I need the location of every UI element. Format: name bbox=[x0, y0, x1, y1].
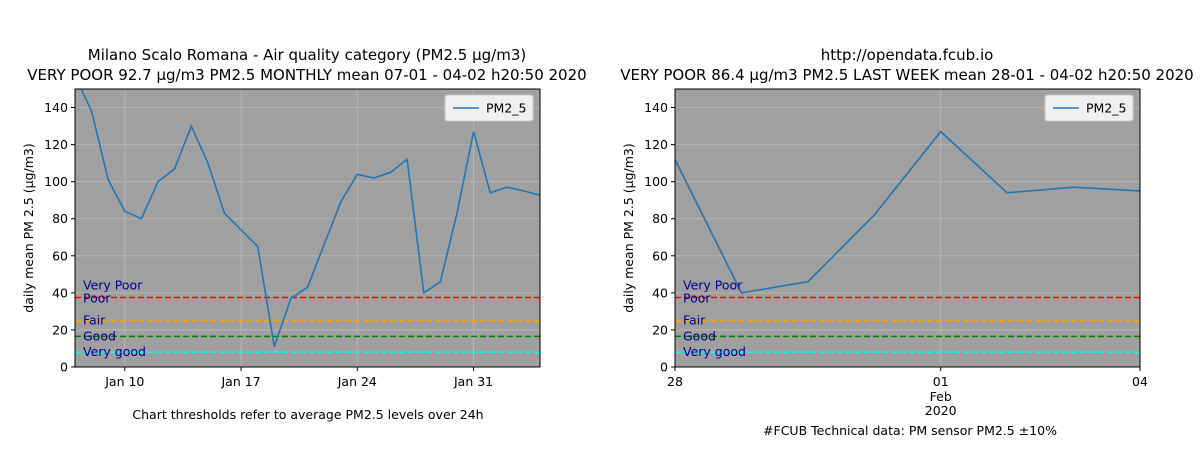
y-tick-label: 0 bbox=[660, 360, 668, 375]
chart-subtitle: VERY POOR 86.4 µg/m3 PM2.5 LAST WEEK mea… bbox=[620, 66, 1193, 84]
threshold-label: Good bbox=[83, 328, 116, 343]
y-tick-label: 120 bbox=[44, 137, 68, 152]
y-tick-label: 40 bbox=[652, 285, 668, 300]
chart-title: http://opendata.fcub.io bbox=[821, 46, 994, 64]
threshold-label: Good bbox=[683, 328, 716, 343]
y-tick-label: 100 bbox=[44, 174, 68, 189]
y-axis-label: daily mean PM 2.5 (µg/m3) bbox=[21, 143, 36, 312]
y-tick-label: 120 bbox=[644, 137, 668, 152]
threshold-label: Very Poor bbox=[683, 277, 743, 292]
plot-area-1 bbox=[675, 89, 1140, 367]
threshold-label: Fair bbox=[683, 313, 706, 328]
y-tick-label: 40 bbox=[52, 285, 68, 300]
threshold-label: Fair bbox=[83, 313, 106, 328]
y-tick-label: 100 bbox=[644, 174, 668, 189]
x-tick-label: 04 bbox=[1132, 374, 1148, 389]
plot-frame-0 bbox=[74, 88, 541, 368]
threshold-label: Poor bbox=[83, 290, 111, 305]
legend-label: PM2_5 bbox=[1086, 101, 1126, 116]
series-line-pm2_5 bbox=[80, 89, 540, 347]
x-tick-label: Jan 17 bbox=[220, 374, 260, 389]
y-tick-label: 80 bbox=[52, 211, 68, 226]
threshold-label: Very good bbox=[83, 344, 146, 359]
y-tick-label: 140 bbox=[644, 100, 668, 115]
y-tick-label: 140 bbox=[44, 100, 68, 115]
y-tick-label: 20 bbox=[652, 322, 668, 337]
y-tick-label: 0 bbox=[60, 360, 68, 375]
x-axis-sublabel: 2020 bbox=[925, 403, 957, 418]
y-tick-label: 60 bbox=[52, 248, 68, 263]
footer-note-sensor: #FCUB Technical data: PM sensor PM2.5 ±1… bbox=[763, 423, 1057, 438]
chart-subtitle: VERY POOR 92.7 µg/m3 PM2.5 MONTHLY mean … bbox=[27, 66, 586, 84]
footer-note-thresholds: Chart thresholds refer to average PM2.5 … bbox=[132, 407, 483, 422]
threshold-label: Very Poor bbox=[83, 277, 143, 292]
threshold-label: Poor bbox=[683, 290, 711, 305]
x-tick-label: Jan 10 bbox=[104, 374, 144, 389]
plot-area-0 bbox=[75, 89, 540, 367]
series-line-pm2_5 bbox=[675, 130, 1140, 294]
y-tick-label: 80 bbox=[652, 211, 668, 226]
x-tick-label: 28 bbox=[667, 374, 683, 389]
chart-title: Milano Scalo Romana - Air quality catego… bbox=[88, 46, 526, 64]
legend-box bbox=[1044, 94, 1134, 122]
threshold-label: Very good bbox=[683, 344, 746, 359]
y-tick-label: 20 bbox=[52, 322, 68, 337]
legend-box bbox=[444, 94, 534, 122]
plot-frame-1 bbox=[674, 88, 1141, 368]
x-tick-label: Jan 31 bbox=[453, 374, 493, 389]
legend-label: PM2_5 bbox=[486, 101, 526, 116]
x-tick-label: 01 bbox=[933, 374, 949, 389]
y-axis-label: daily mean PM 2.5 (µg/m3) bbox=[621, 143, 636, 312]
x-axis-sublabel: Feb bbox=[930, 389, 952, 404]
x-tick-label: Jan 24 bbox=[337, 374, 377, 389]
y-tick-label: 60 bbox=[652, 248, 668, 263]
